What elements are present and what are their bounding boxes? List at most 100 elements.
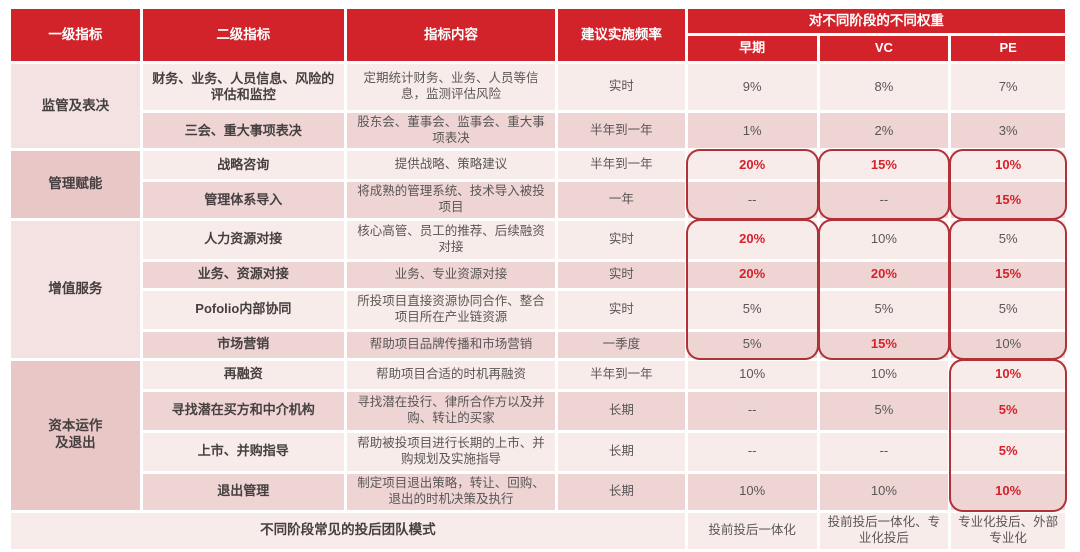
- header-stage-pe: PE: [951, 36, 1065, 61]
- section-cell-capital-exit: 资本运作 及退出: [11, 360, 140, 510]
- table-row: 管理赋能 战略咨询 提供战略、策略建议 半年到一年 20% 15% 10%: [11, 151, 1065, 218]
- weight-cell-vc: --: [819, 432, 949, 471]
- l2-cell: 退出管理: [142, 473, 344, 510]
- frequency-cell: 长期: [558, 432, 685, 471]
- l2-cell: 寻找潜在买方和中介机构: [142, 391, 344, 430]
- table-row: 寻找潜在买方和中介机构 寻找潜在投行、律所合作方以及并购、转让的买家 长期 --…: [11, 391, 1065, 430]
- weight-cell-early: --: [687, 391, 817, 430]
- frequency-cell: 半年到一年: [558, 151, 685, 180]
- weight-cell-pe: 10%: [951, 473, 1065, 510]
- header-content: 指标内容: [346, 9, 556, 61]
- content-cell: 核心高管、员工的推荐、后续融资对接: [346, 220, 556, 259]
- l2-cell: 上市、并购指导: [142, 432, 344, 471]
- weight-cell-early: 1%: [687, 113, 817, 149]
- header-weights-group: 对不同阶段的不同权重: [687, 9, 1065, 33]
- frequency-cell: 一年: [558, 182, 685, 218]
- table-row: 监管及表决 财务、业务、人员信息、风险的评估和监控 定期统计财务、业务、人员等信…: [11, 64, 1065, 149]
- frequency-cell: 实时: [558, 261, 685, 288]
- table-row: 退出管理 制定项目退出策略，转让、回购、退出的时机决策及执行 长期 10% 10…: [11, 473, 1065, 510]
- weight-cell-pe: 5%: [951, 220, 1065, 259]
- weights-table-wrapper: 一级指标 二级指标 指标内容 建议实施频率 对不同阶段的不同权重 早期 VC P…: [8, 6, 1072, 552]
- weight-cell-pe: 5%: [951, 432, 1065, 471]
- weight-cell-early: --: [687, 432, 817, 471]
- weight-cell-early: 20%: [687, 220, 817, 259]
- weight-cell-early: 10%: [687, 473, 817, 510]
- frequency-cell: 实时: [558, 64, 685, 110]
- weight-cell-pe: 5%: [951, 290, 1065, 329]
- l2-cell: Pofolio内部协同: [142, 290, 344, 329]
- footer-mode-pe: 专业化投后、外部专业化: [951, 512, 1065, 549]
- content-cell: 帮助项目合适的时机再融资: [346, 360, 556, 389]
- weight-cell-vc: 10%: [819, 220, 949, 259]
- footer-row: 不同阶段常见的投后团队模式 投前投后一体化 投前投后一体化、专业化投后 专业化投…: [11, 512, 1065, 549]
- l2-cell: 业务、资源对接: [142, 261, 344, 288]
- l2-cell: 管理体系导入: [142, 182, 344, 218]
- table-row: Pofolio内部协同 所投项目直接资源协同合作、整合项目所在产业链资源 实时 …: [11, 290, 1065, 329]
- section-cell-management: 管理赋能: [11, 151, 140, 218]
- weight-cell-vc: --: [819, 182, 949, 218]
- l2-cell: 再融资: [142, 360, 344, 389]
- weight-cell-vc: 10%: [819, 360, 949, 389]
- frequency-cell: 半年到一年: [558, 113, 685, 149]
- post-investment-weights-table: 一级指标 二级指标 指标内容 建议实施频率 对不同阶段的不同权重 早期 VC P…: [8, 6, 1068, 552]
- content-cell: 定期统计财务、业务、人员等信息，监测评估风险: [346, 64, 556, 110]
- weight-cell-vc: 8%: [819, 64, 949, 110]
- weight-cell-vc: 15%: [819, 331, 949, 358]
- content-cell: 提供战略、策略建议: [346, 151, 556, 180]
- l2-cell: 人力资源对接: [142, 220, 344, 259]
- weight-cell-pe: 10%: [951, 360, 1065, 389]
- table-row: 增值服务 人力资源对接 核心高管、员工的推荐、后续融资对接 实时 20% 10%…: [11, 220, 1065, 358]
- header-stage-vc: VC: [819, 36, 949, 61]
- footer-mode-early: 投前投后一体化: [687, 512, 817, 549]
- table-row: 业务、资源对接 业务、专业资源对接 实时 20% 20% 15%: [11, 261, 1065, 288]
- weight-cell-vc: 20%: [819, 261, 949, 288]
- content-cell: 所投项目直接资源协同合作、整合项目所在产业链资源: [346, 290, 556, 329]
- weight-cell-pe: 10%: [951, 151, 1065, 180]
- frequency-cell: 长期: [558, 473, 685, 510]
- weight-cell-early: 20%: [687, 151, 817, 180]
- weight-cell-pe: 5%: [951, 391, 1065, 430]
- weight-cell-early: 10%: [687, 360, 817, 389]
- weight-cell-pe: 3%: [951, 113, 1065, 149]
- content-cell: 帮助项目品牌传播和市场营销: [346, 331, 556, 358]
- content-cell: 帮助被投项目进行长期的上市、并购规划及实施指导: [346, 432, 556, 471]
- content-cell: 将成熟的管理系统、技术导入被投项目: [346, 182, 556, 218]
- weight-cell-early: 5%: [687, 290, 817, 329]
- weight-cell-vc: 15%: [819, 151, 949, 180]
- weight-cell-vc: 5%: [819, 391, 949, 430]
- frequency-cell: 半年到一年: [558, 360, 685, 389]
- l2-cell: 市场营销: [142, 331, 344, 358]
- frequency-cell: 实时: [558, 220, 685, 259]
- weight-cell-vc: 5%: [819, 290, 949, 329]
- header-frequency: 建议实施频率: [558, 9, 685, 61]
- frequency-cell: 长期: [558, 391, 685, 430]
- header-level1: 一级指标: [11, 9, 140, 61]
- l2-cell: 财务、业务、人员信息、风险的评估和监控: [142, 64, 344, 110]
- content-cell: 股东会、董事会、监事会、重大事项表决: [346, 113, 556, 149]
- footer-mode-vc: 投前投后一体化、专业化投后: [819, 512, 949, 549]
- table-row: 管理体系导入 将成熟的管理系统、技术导入被投项目 一年 -- -- 15%: [11, 182, 1065, 218]
- weight-cell-pe: 15%: [951, 261, 1065, 288]
- l2-cell: 三会、重大事项表决: [142, 113, 344, 149]
- frequency-cell: 一季度: [558, 331, 685, 358]
- frequency-cell: 实时: [558, 290, 685, 329]
- table-row: 资本运作 及退出 再融资 帮助项目合适的时机再融资 半年到一年 10% 10% …: [11, 360, 1065, 510]
- weight-cell-pe: 7%: [951, 64, 1065, 110]
- content-cell: 业务、专业资源对接: [346, 261, 556, 288]
- header-level2: 二级指标: [142, 9, 344, 61]
- content-cell: 寻找潜在投行、律所合作方以及并购、转让的买家: [346, 391, 556, 430]
- weight-cell-vc: 2%: [819, 113, 949, 149]
- header-stage-early: 早期: [687, 36, 817, 61]
- footer-label: 不同阶段常见的投后团队模式: [11, 512, 685, 549]
- table-row: 三会、重大事项表决 股东会、董事会、监事会、重大事项表决 半年到一年 1% 2%…: [11, 113, 1065, 149]
- weight-cell-early: 9%: [687, 64, 817, 110]
- l2-cell: 战略咨询: [142, 151, 344, 180]
- weight-cell-early: --: [687, 182, 817, 218]
- section-cell-supervision: 监管及表决: [11, 64, 140, 149]
- weight-cell-early: 20%: [687, 261, 817, 288]
- table-row: 市场营销 帮助项目品牌传播和市场营销 一季度 5% 15% 10%: [11, 331, 1065, 358]
- weight-cell-pe: 15%: [951, 182, 1065, 218]
- weight-cell-early: 5%: [687, 331, 817, 358]
- content-cell: 制定项目退出策略，转让、回购、退出的时机决策及执行: [346, 473, 556, 510]
- section-cell-value-add: 增值服务: [11, 220, 140, 358]
